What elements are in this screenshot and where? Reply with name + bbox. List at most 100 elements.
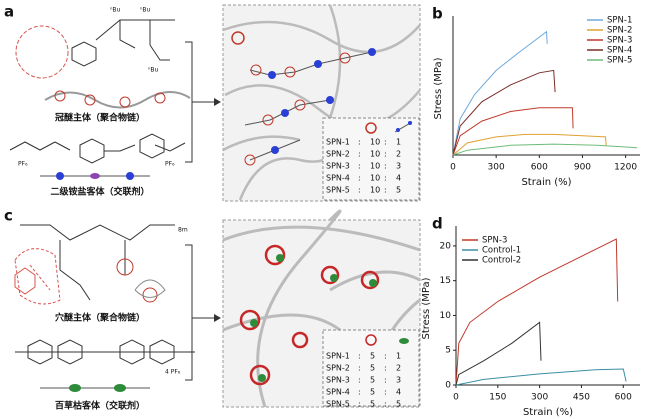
legend-label: SPN-2 bbox=[607, 26, 632, 36]
legend-label: Control-1 bbox=[482, 246, 521, 256]
table-cell: : bbox=[384, 376, 387, 385]
chem-label: ⁿBu bbox=[110, 7, 121, 14]
y-tick-label: 10 bbox=[440, 311, 452, 321]
y-axis-label: Stress (MPa) bbox=[421, 277, 432, 339]
table-cell: 5 bbox=[370, 400, 375, 409]
table-cell: SPN-3 bbox=[326, 162, 350, 171]
chem-label: 4 PF₆ bbox=[165, 369, 181, 376]
table-cell: 10 bbox=[370, 162, 380, 171]
table-cell: : bbox=[358, 400, 361, 409]
table-cell: SPN-1 bbox=[326, 138, 350, 147]
x-tick-label: 300 bbox=[531, 393, 548, 403]
table-cell: : bbox=[384, 352, 387, 361]
table-cell: 5 bbox=[370, 352, 375, 361]
table-cell: SPN-2 bbox=[326, 150, 350, 159]
table-cell: 4 bbox=[396, 388, 401, 397]
x-tick-label: 900 bbox=[574, 163, 591, 173]
panel-letter: a bbox=[4, 3, 14, 21]
table-cell: : bbox=[384, 150, 387, 159]
table-cell: : bbox=[384, 138, 387, 147]
x-axis-label: Strain (%) bbox=[521, 177, 571, 188]
table-cell: SPN-4 bbox=[326, 174, 350, 183]
x-tick-label: 300 bbox=[488, 163, 505, 173]
legend-label: Control-2 bbox=[482, 256, 521, 266]
host-label: 冠醚主体（聚合物链） bbox=[55, 112, 145, 124]
table-cell: : bbox=[384, 400, 387, 409]
host-label: 穴醚主体（聚合物链） bbox=[55, 312, 145, 324]
table-cell: 5 bbox=[396, 186, 401, 195]
table-cell: SPN-5 bbox=[326, 400, 350, 409]
table-cell: : bbox=[358, 186, 361, 195]
table-cell: : bbox=[358, 376, 361, 385]
table-cell: 10 bbox=[370, 138, 380, 147]
y-tick-label: 0 bbox=[445, 381, 451, 391]
table-cell: 3 bbox=[396, 376, 401, 385]
table-cell: : bbox=[358, 150, 361, 159]
table-cell: 10 bbox=[370, 186, 380, 195]
table-cell: : bbox=[384, 162, 387, 171]
table-cell: 10 bbox=[370, 174, 380, 183]
legend-label: SPN-5 bbox=[607, 56, 632, 66]
x-tick-label: 450 bbox=[573, 393, 590, 403]
table-cell: : bbox=[384, 364, 387, 373]
table-cell: 1 bbox=[396, 352, 401, 361]
x-axis-label: Strain (%) bbox=[523, 407, 573, 418]
line-series bbox=[452, 30, 548, 156]
panel-letter: d bbox=[432, 215, 443, 233]
network-schematic bbox=[222, 4, 421, 202]
table-cell: : bbox=[358, 162, 361, 171]
table-cell: : bbox=[358, 174, 361, 183]
line-series bbox=[452, 69, 556, 156]
line-series bbox=[455, 368, 627, 386]
legend-label: SPN-3 bbox=[482, 236, 507, 246]
legend-label: SPN-3 bbox=[607, 36, 632, 46]
table-cell: : bbox=[358, 388, 361, 397]
chem-label: PF₆ bbox=[165, 161, 175, 168]
legend-label: SPN-4 bbox=[607, 46, 632, 56]
line-series bbox=[455, 321, 542, 386]
chem-label: ⁿBu bbox=[140, 7, 151, 14]
line-series bbox=[452, 143, 638, 156]
table-cell: : bbox=[358, 364, 361, 373]
table-cell: : bbox=[358, 138, 361, 147]
table-cell: : bbox=[358, 352, 361, 361]
x-tick-label: 0 bbox=[453, 393, 459, 403]
y-tick-label: 20 bbox=[440, 241, 452, 251]
table-cell: 5 bbox=[370, 376, 375, 385]
table-cell: SPN-5 bbox=[326, 186, 350, 195]
table-cell: SPN-2 bbox=[326, 364, 350, 373]
table-cell: 2 bbox=[396, 150, 401, 159]
table-cell: SPN-4 bbox=[326, 388, 350, 397]
table-cell: 1 bbox=[396, 138, 401, 147]
table-cell: 5 bbox=[396, 400, 401, 409]
x-tick-label: 1200 bbox=[614, 163, 637, 173]
y-tick-label: 5 bbox=[445, 346, 451, 356]
x-tick-label: 600 bbox=[615, 393, 632, 403]
table-cell: : bbox=[384, 388, 387, 397]
x-tick-label: 150 bbox=[489, 393, 506, 403]
line-series bbox=[452, 133, 607, 156]
guest-label: 百草枯客体（交联剂） bbox=[55, 400, 145, 412]
chem-label: 8m bbox=[178, 227, 188, 234]
chem-label: ⁿBu bbox=[148, 67, 159, 74]
line-series bbox=[455, 238, 619, 386]
x-tick-label: 600 bbox=[531, 163, 548, 173]
table-cell: : bbox=[384, 174, 387, 183]
crown-ether-drawing bbox=[9, 19, 221, 180]
chem-label: PF₆ bbox=[18, 161, 28, 168]
legend-label: SPN-1 bbox=[607, 16, 632, 26]
guest-label: 二级铵盐客体（交联剂） bbox=[50, 186, 149, 198]
x-tick-label: 0 bbox=[450, 163, 456, 173]
cryptand-drawing bbox=[14, 224, 221, 392]
network-schematic bbox=[222, 209, 421, 408]
table-cell: : bbox=[384, 186, 387, 195]
table-cell: 2 bbox=[396, 364, 401, 373]
table-cell: 10 bbox=[370, 150, 380, 159]
table-cell: 3 bbox=[396, 162, 401, 171]
y-axis-label: Stress (MPa) bbox=[433, 57, 444, 119]
y-tick-label: 15 bbox=[440, 276, 451, 286]
table-cell: SPN-3 bbox=[326, 376, 350, 385]
line-series bbox=[452, 107, 574, 156]
table-cell: 5 bbox=[370, 364, 375, 373]
